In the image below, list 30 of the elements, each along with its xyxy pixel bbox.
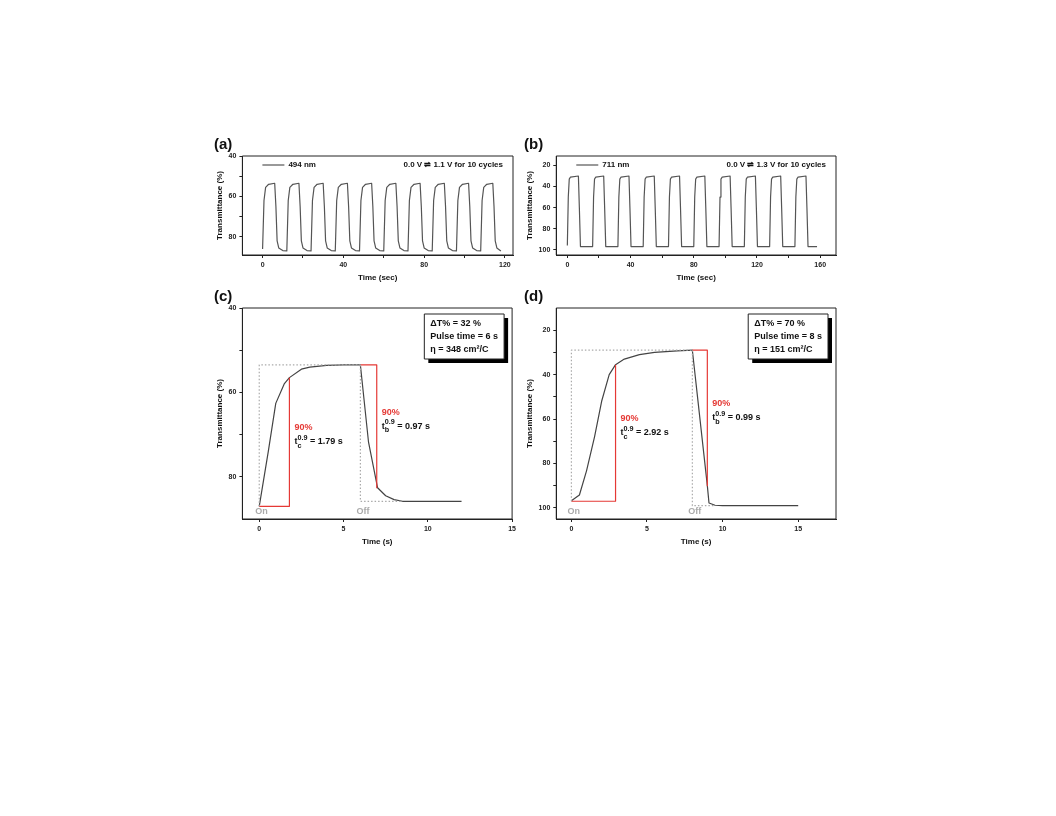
annotation: 90% [294,422,313,433]
chart-title: (b) [524,135,544,153]
annotation: Off [688,506,703,517]
x-axis-title: Time (sec) [676,273,717,283]
annotation: η = 151 cm²/C [754,343,813,354]
annotation: On [567,506,580,517]
annotation: Pulse time = 6 s [430,330,499,341]
annotation: 90% [381,406,400,417]
annotation: 90% [712,398,731,409]
x-axis-title: Time (sec) [357,273,398,283]
chart-title: (a) [214,135,233,153]
y-axis-title: Transmittance (%) [525,170,534,240]
annotation: ΔT% = 32 % [430,317,482,328]
annotation: Off [356,506,371,517]
y-axis-title: Transmittance (%) [215,378,224,448]
annotation: 0.0 V ⇌ 1.3 V for 10 cycles [726,160,827,170]
legend-label: 711 nm [602,160,630,170]
annotation: On [255,506,268,517]
chart-title: (d) [524,287,544,305]
annotation: 90% [620,413,639,424]
annotation: 0.0 V ⇌ 1.1 V for 10 cycles [403,160,504,170]
annotation: η = 348 cm²/C [430,343,490,354]
annotation: ΔT% = 70 % [754,317,805,328]
chart-title: (c) [214,287,233,305]
x-axis-title: Time (s) [361,537,393,547]
x-axis-title: Time (s) [680,537,712,547]
y-axis-title: Transmittance (%) [525,378,534,448]
y-axis-title: Transmittance (%) [215,170,224,240]
annotation: Pulse time = 8 s [754,330,823,341]
legend-label: 494 nm [288,160,316,170]
